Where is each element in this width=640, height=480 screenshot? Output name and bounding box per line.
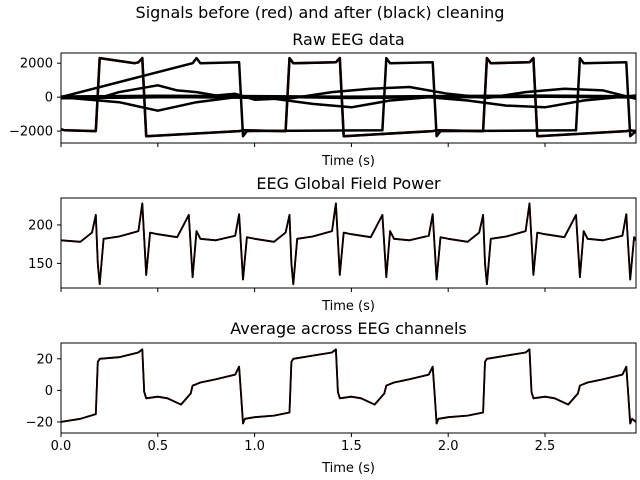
figure-suptitle: Signals before (red) and after (black) c… (136, 3, 505, 22)
x-tick-label: 1.5 (341, 439, 362, 454)
series-line-7 (61, 95, 636, 100)
x-tick-label: 2.5 (535, 439, 556, 454)
y-tick-label: 0 (45, 91, 53, 106)
y-tick-label: −2000 (9, 125, 53, 140)
x-tick-label: 0.0 (51, 439, 72, 454)
y-tick-label: −20 (26, 415, 53, 430)
series-line-2 (61, 56, 636, 138)
x-axis-label: Time (s) (321, 154, 375, 169)
panel-title: Raw EEG data (292, 30, 404, 49)
panel-title: EEG Global Field Power (256, 174, 441, 193)
y-tick-label: 2000 (20, 57, 53, 72)
plot-area (61, 348, 636, 425)
series-line-1 (61, 348, 636, 425)
y-tick-label: 20 (36, 352, 53, 367)
y-axis: −2000 0 2000 (9, 57, 61, 140)
y-axis: 150 200 (28, 218, 61, 272)
series-line-4 (61, 94, 636, 112)
plot-area (61, 202, 636, 286)
x-axis: 0.0 0.5 1.0 1.5 2.0 2.5 (51, 433, 556, 454)
x-axis-label: Time (s) (321, 461, 375, 476)
series-line-1 (61, 202, 636, 286)
y-axis: −20 0 20 (26, 352, 61, 430)
x-tick-label: 0.5 (147, 439, 168, 454)
plot-area (61, 56, 636, 138)
axes-frame (60, 342, 637, 434)
panel-global-field-power: EEG Global Field Power 150 200 Time (s) (28, 174, 637, 314)
x-axis (60, 288, 546, 292)
y-tick-label: 150 (28, 257, 53, 272)
axes-frame (60, 52, 637, 144)
x-tick-label: 1.0 (244, 439, 265, 454)
x-axis-label: Time (s) (321, 299, 375, 314)
y-tick-label: 0 (45, 384, 53, 399)
x-axis (60, 143, 546, 147)
y-tick-label: 200 (28, 218, 53, 233)
x-tick-label: 2.0 (438, 439, 459, 454)
series-line-0 (61, 348, 636, 425)
panel-raw-eeg: Raw EEG data −2000 0 2000 Time (s) (9, 30, 637, 169)
axes-frame (60, 197, 637, 289)
series-line-1 (61, 56, 636, 138)
panel-title: Average across EEG channels (230, 319, 467, 338)
